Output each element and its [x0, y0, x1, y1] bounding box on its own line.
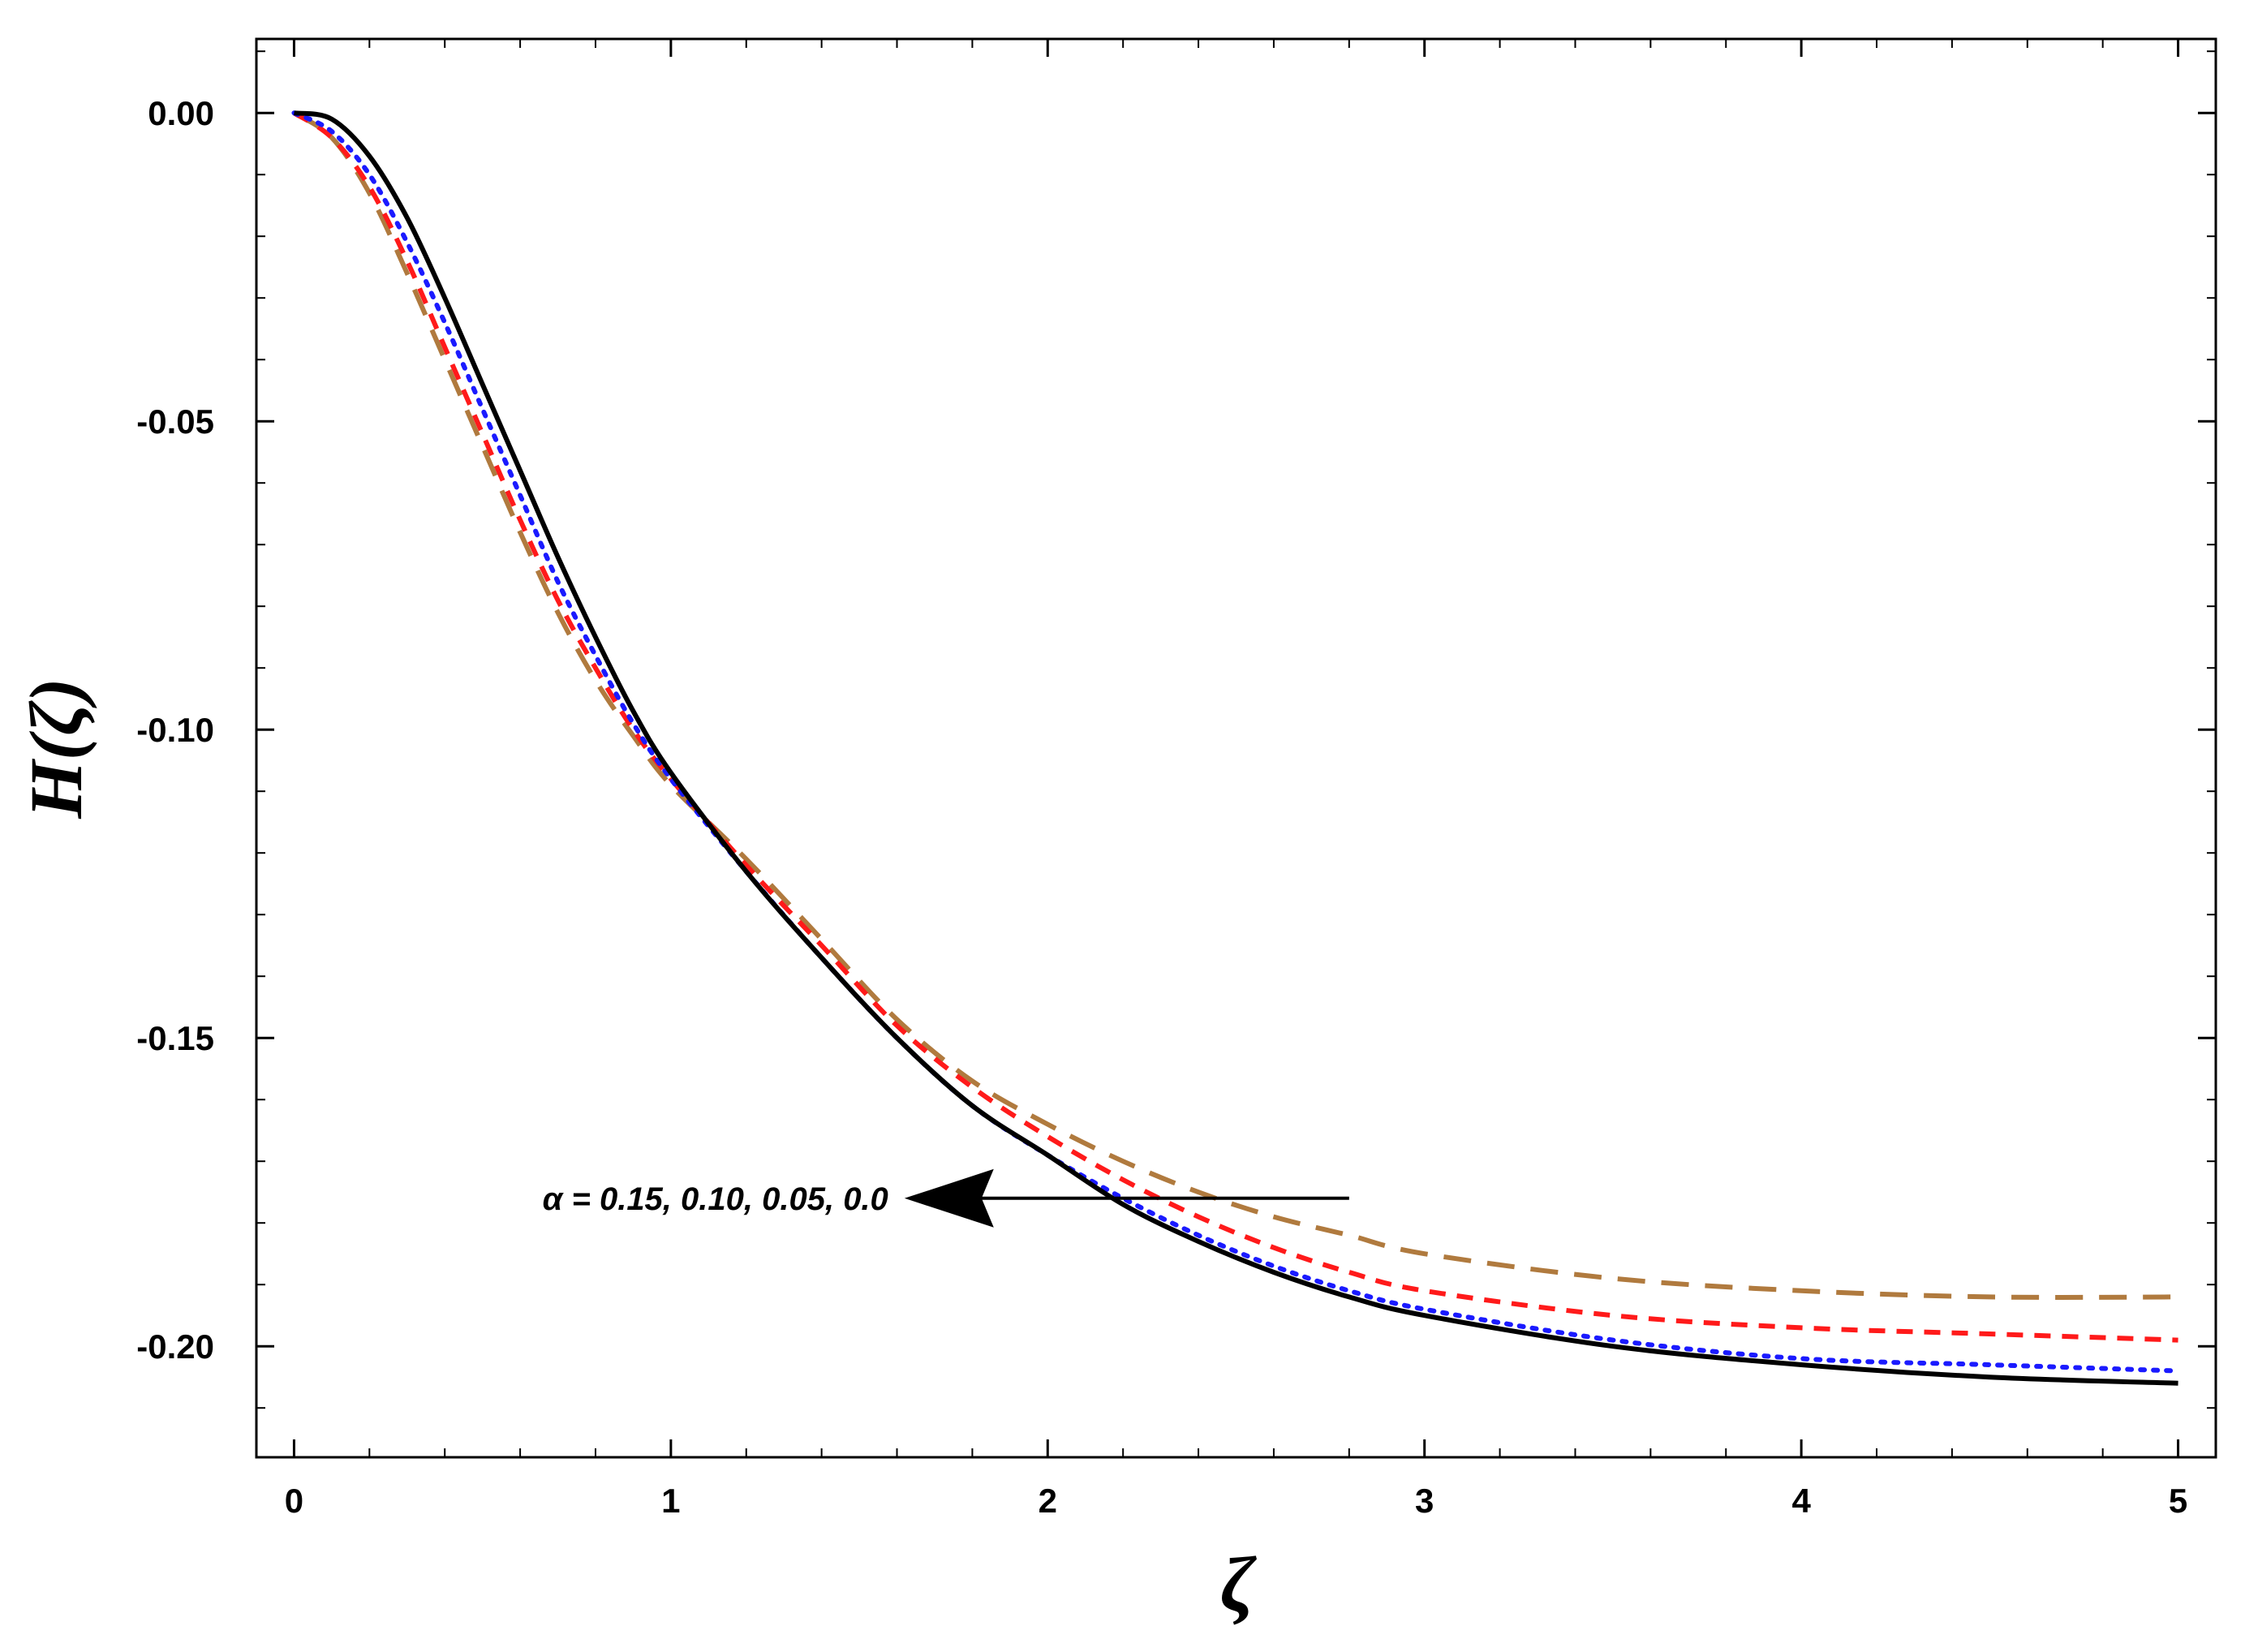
x-tick-label: 1 [661, 1482, 680, 1520]
x-tick-label: 2 [1039, 1482, 1057, 1520]
axis-ticks: 0 1 2 3 4 5 0.00 -0.05 -0.10 -0.15 -0.20 [136, 39, 2216, 1520]
y-tick-label: -0.05 [136, 402, 214, 441]
x-axis-label: ζ [1220, 1541, 1258, 1628]
x-tick-label: 5 [2169, 1482, 2187, 1520]
series-line-3 [293, 110, 2178, 1386]
series-group [291, 110, 2181, 1386]
y-tick-label: -0.20 [136, 1327, 214, 1366]
x-tick-label: 0 [285, 1482, 303, 1520]
x-tick-label: 3 [1415, 1482, 1434, 1520]
y-tick-label: 0.00 [148, 94, 214, 132]
series-line-0 [292, 110, 2178, 1300]
series-line-1 [292, 110, 2178, 1343]
annotation: α = 0.15, 0.10, 0.05, 0.0 [543, 1168, 1349, 1228]
y-axis-label: H(ζ) [15, 678, 97, 819]
plot-frame [255, 37, 2217, 1459]
annotation-label: α = 0.15, 0.10, 0.05, 0.0 [543, 1181, 888, 1217]
y-tick-label: -0.10 [136, 711, 214, 749]
y-tick-label: -0.15 [136, 1019, 214, 1057]
x-tick-label: 4 [1791, 1482, 1811, 1520]
annotation-arrow-head [904, 1168, 994, 1228]
